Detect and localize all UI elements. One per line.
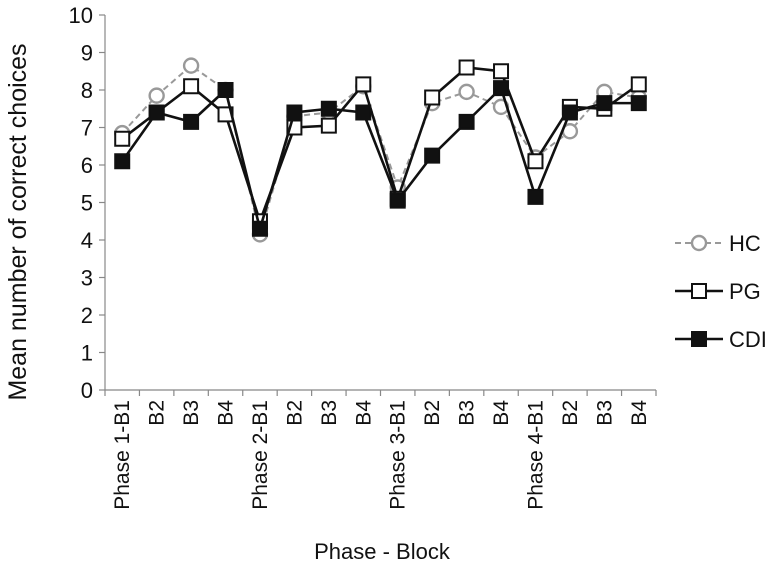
y-axis: 0 1 2 3 4 5 6 7 8 9 10 bbox=[69, 3, 106, 403]
x-tick-label: B2 bbox=[283, 400, 306, 426]
legend-item-cdi: CDI bbox=[675, 327, 767, 352]
x-tick-label: B4 bbox=[490, 400, 513, 426]
data-point-cdi bbox=[561, 104, 578, 121]
data-point-cdi bbox=[630, 95, 647, 112]
x-tick-label: B3 bbox=[318, 400, 341, 426]
data-point-hc bbox=[148, 87, 165, 104]
data-point-hc bbox=[458, 83, 475, 101]
y-axis-label: Mean number of correct choices bbox=[4, 43, 32, 400]
y-tick-label: 10 bbox=[69, 3, 93, 28]
data-point-pg bbox=[458, 59, 475, 76]
series-layer bbox=[114, 57, 647, 243]
legend-marker-pg bbox=[691, 283, 707, 299]
data-point-hc bbox=[182, 57, 200, 74]
x-axis: Phase 1-B1 B2 B3 B4 Phase 2-B1 B2 B3 B4 Phase 3-… bbox=[104, 389, 657, 510]
x-tick-label: B3 bbox=[456, 400, 479, 426]
x-tick-label: Phase 4-B1 bbox=[524, 400, 547, 510]
data-point-cdi bbox=[596, 95, 613, 112]
x-tick-label: B2 bbox=[146, 400, 169, 426]
data-point-cdi bbox=[183, 113, 200, 130]
data-point-cdi bbox=[251, 220, 268, 237]
series-line-pg bbox=[121, 66, 640, 226]
y-tick-label: 2 bbox=[81, 303, 93, 328]
x-tick-label: B4 bbox=[215, 400, 238, 426]
x-tick-label: B3 bbox=[180, 400, 203, 426]
series-line-cdi bbox=[121, 85, 639, 234]
data-point-pg bbox=[320, 117, 337, 134]
data-point-pg bbox=[355, 76, 372, 93]
data-point-cdi bbox=[527, 188, 544, 205]
x-tick-label: B4 bbox=[628, 400, 651, 426]
x-tick-label: B4 bbox=[352, 400, 375, 426]
data-point-cdi bbox=[355, 104, 372, 121]
series-pg bbox=[114, 59, 647, 230]
data-point-cdi bbox=[493, 80, 510, 97]
legend-label-hc: HC bbox=[729, 231, 761, 256]
data-point-pg bbox=[424, 89, 441, 106]
series-cdi bbox=[114, 80, 647, 237]
legend-item-hc: HC bbox=[675, 231, 761, 256]
x-tick-label: Phase 2-B1 bbox=[249, 400, 272, 510]
data-point-cdi bbox=[217, 82, 234, 98]
data-point-cdi bbox=[458, 113, 475, 130]
legend-label-pg: PG bbox=[729, 279, 761, 304]
legend-marker-cdi bbox=[691, 331, 707, 347]
legend-marker-hc bbox=[690, 234, 708, 252]
data-point-cdi bbox=[424, 147, 441, 164]
y-tick-label: 0 bbox=[81, 378, 93, 403]
x-axis-label: Phase - Block bbox=[314, 539, 451, 564]
x-tick-label: B2 bbox=[421, 400, 444, 426]
legend-label-cdi: CDI bbox=[729, 327, 767, 352]
y-tick-label: 9 bbox=[81, 41, 93, 66]
data-point-pg bbox=[527, 153, 544, 170]
legend-item-pg: PG bbox=[675, 279, 761, 304]
y-tick-label: 4 bbox=[81, 228, 93, 253]
data-point-cdi bbox=[286, 104, 303, 121]
y-tick-label: 6 bbox=[81, 153, 93, 178]
x-tick-label: B2 bbox=[559, 400, 582, 426]
data-point-cdi bbox=[389, 192, 406, 209]
x-tick-label: Phase 3-B1 bbox=[387, 400, 410, 510]
data-point-pg bbox=[183, 78, 200, 95]
data-point-cdi bbox=[320, 100, 337, 117]
data-point-cdi bbox=[148, 104, 165, 121]
series-line-hc bbox=[121, 64, 639, 239]
x-tick-label: Phase 1-B1 bbox=[111, 400, 134, 510]
legend: HC PG CDI bbox=[675, 231, 767, 352]
y-tick-label: 1 bbox=[81, 341, 93, 366]
y-tick-label: 3 bbox=[81, 266, 93, 291]
data-point-cdi bbox=[114, 153, 131, 170]
y-tick-label: 5 bbox=[81, 191, 93, 216]
data-point-pg bbox=[493, 63, 510, 80]
y-tick-label: 8 bbox=[81, 78, 93, 103]
data-point-pg bbox=[114, 130, 131, 147]
x-tick-label: B3 bbox=[593, 400, 616, 426]
y-tick-label: 7 bbox=[81, 116, 93, 141]
data-point-pg bbox=[630, 76, 647, 93]
